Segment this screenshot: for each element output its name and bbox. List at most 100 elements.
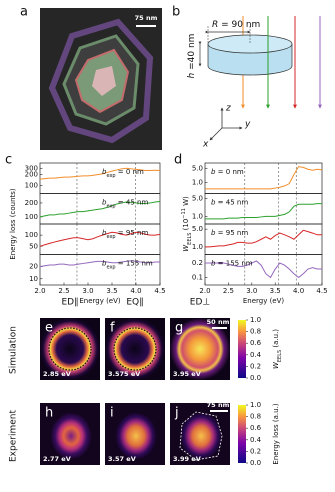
value: = 90 nm bbox=[218, 20, 260, 30]
x-tick-label: 2.5 bbox=[58, 287, 69, 295]
value: =40 nm bbox=[187, 34, 197, 73]
column-header: EQ∥ bbox=[126, 298, 143, 308]
y-tick-label: 50 bbox=[29, 242, 38, 250]
experiment-signal bbox=[115, 412, 157, 460]
panel-label: e bbox=[45, 321, 53, 336]
panel-label: c bbox=[5, 153, 12, 168]
x-tick-label: 2.0 bbox=[199, 287, 210, 295]
panel-label: h bbox=[45, 406, 53, 421]
panel-label: i bbox=[110, 406, 114, 421]
contour bbox=[48, 18, 154, 144]
y-tick-label: 1.0 bbox=[192, 179, 203, 187]
symbol: h bbox=[187, 72, 197, 78]
x-axis-label: Energy (eV) bbox=[79, 297, 121, 305]
label-part: EELS bbox=[187, 233, 193, 245]
colorbar-tick-label: 0.8 bbox=[250, 413, 261, 421]
data-line bbox=[39, 200, 161, 218]
y-tick-label: 200 bbox=[25, 199, 38, 207]
label-part: = 45 nm bbox=[116, 199, 149, 207]
data-line bbox=[205, 166, 323, 190]
label-part: b bbox=[102, 168, 107, 176]
colorbar-label: WEELS (a.u.) bbox=[272, 329, 283, 369]
label-part: b bbox=[102, 229, 107, 237]
label-part: = 95 nm bbox=[215, 229, 248, 237]
x-tick-label: 4.5 bbox=[154, 287, 165, 295]
scale-label: 75 nm bbox=[135, 14, 158, 22]
label-part: W) bbox=[182, 196, 190, 208]
axis-label: y bbox=[244, 120, 251, 130]
label-part: b bbox=[102, 260, 107, 268]
curve-label: bexp = 0 nm bbox=[102, 168, 144, 179]
plot-frame bbox=[204, 254, 323, 286]
data-line bbox=[205, 229, 322, 248]
panel-label: g bbox=[175, 321, 183, 336]
panel-label: d bbox=[174, 153, 182, 168]
data-line bbox=[205, 260, 322, 279]
x-tick-label: 4.5 bbox=[316, 287, 327, 295]
data-line bbox=[39, 260, 160, 268]
colorbar-tick-label: 0.4 bbox=[250, 436, 262, 444]
x-axis-label: Energy (eV) bbox=[243, 297, 285, 305]
curve-label: bexp = 95 nm bbox=[102, 229, 148, 240]
experiment-signal bbox=[179, 411, 223, 461]
colorbar-tick-label: 0.8 bbox=[250, 328, 261, 336]
label-part: b bbox=[102, 199, 107, 207]
panel-label: f bbox=[110, 321, 115, 336]
colorbar-tick-label: 0.2 bbox=[250, 447, 261, 455]
curve-label: b = 0 nm bbox=[211, 168, 244, 176]
label-part: = 0 nm bbox=[116, 168, 144, 176]
x-tick-label: 3.5 bbox=[270, 287, 281, 295]
outline bbox=[48, 327, 92, 371]
label-part: W bbox=[272, 361, 280, 369]
curve-label: b = 155 nm bbox=[211, 260, 253, 268]
colorbar-tick-label: 0.4 bbox=[250, 351, 262, 359]
y-tick-label: 0.2 bbox=[192, 259, 203, 267]
plot-frame bbox=[39, 254, 161, 286]
colorbar bbox=[238, 405, 246, 463]
row-label: Simulation bbox=[9, 326, 19, 374]
label-part: (a.u.) bbox=[272, 329, 280, 350]
colorbar-label: Energy loss (a.u.) bbox=[272, 403, 280, 464]
y-tick-label: 1.0 bbox=[192, 212, 203, 220]
experiment-signal bbox=[50, 412, 92, 460]
energy-label: 3.575 eV bbox=[108, 370, 140, 378]
y-tick-label: 300 bbox=[25, 164, 38, 172]
x-tick-label: 3.5 bbox=[106, 287, 117, 295]
label-part: EELS bbox=[277, 350, 283, 362]
panel-label: a bbox=[20, 5, 28, 20]
symbol: R bbox=[212, 20, 218, 30]
label-part: b bbox=[211, 229, 216, 237]
label-part: Energy loss (a.u.) bbox=[272, 403, 280, 464]
outline bbox=[113, 327, 157, 371]
y-axis-label: WEELS (10−11 W) bbox=[181, 196, 193, 252]
colorbar-tick-label: 1.0 bbox=[250, 401, 261, 409]
data-line bbox=[39, 167, 161, 180]
energy-label: 3.57 eV bbox=[108, 455, 136, 463]
axis-label: x bbox=[202, 140, 209, 150]
data-line bbox=[205, 203, 322, 220]
column-header: ED∥ bbox=[61, 298, 78, 308]
y-tick-label: 5.0 bbox=[192, 164, 203, 172]
curve-label: bexp = 155 nm bbox=[102, 260, 153, 271]
x-tick-label: 4.0 bbox=[293, 287, 304, 295]
x-tick-label: 3.0 bbox=[82, 287, 93, 295]
y-tick-label: 100 bbox=[25, 181, 38, 189]
colorbar-tick-label: 0.0 bbox=[250, 459, 261, 467]
label-part: exp bbox=[106, 234, 115, 240]
row-label: Experiment bbox=[9, 410, 19, 462]
label-part: b bbox=[211, 168, 216, 176]
label-part: = 95 nm bbox=[116, 229, 149, 237]
label-part: = 45 nm bbox=[215, 199, 248, 207]
panel-label: b bbox=[172, 5, 180, 20]
label-part: exp bbox=[106, 173, 115, 179]
energy-label: 3.95 eV bbox=[173, 370, 201, 378]
colorbar-tick-label: 0.6 bbox=[250, 339, 262, 347]
y-tick-label: 10 bbox=[29, 275, 38, 283]
energy-label: 2.85 eV bbox=[43, 370, 71, 378]
y-tick-label: 5.0 bbox=[192, 225, 203, 233]
scale-label: 75 nm bbox=[207, 401, 230, 409]
x-tick-label: 3.0 bbox=[246, 287, 257, 295]
y-axis-label: Energy loss (counts) bbox=[9, 188, 17, 260]
colorbar-tick-label: 0.0 bbox=[250, 374, 261, 382]
